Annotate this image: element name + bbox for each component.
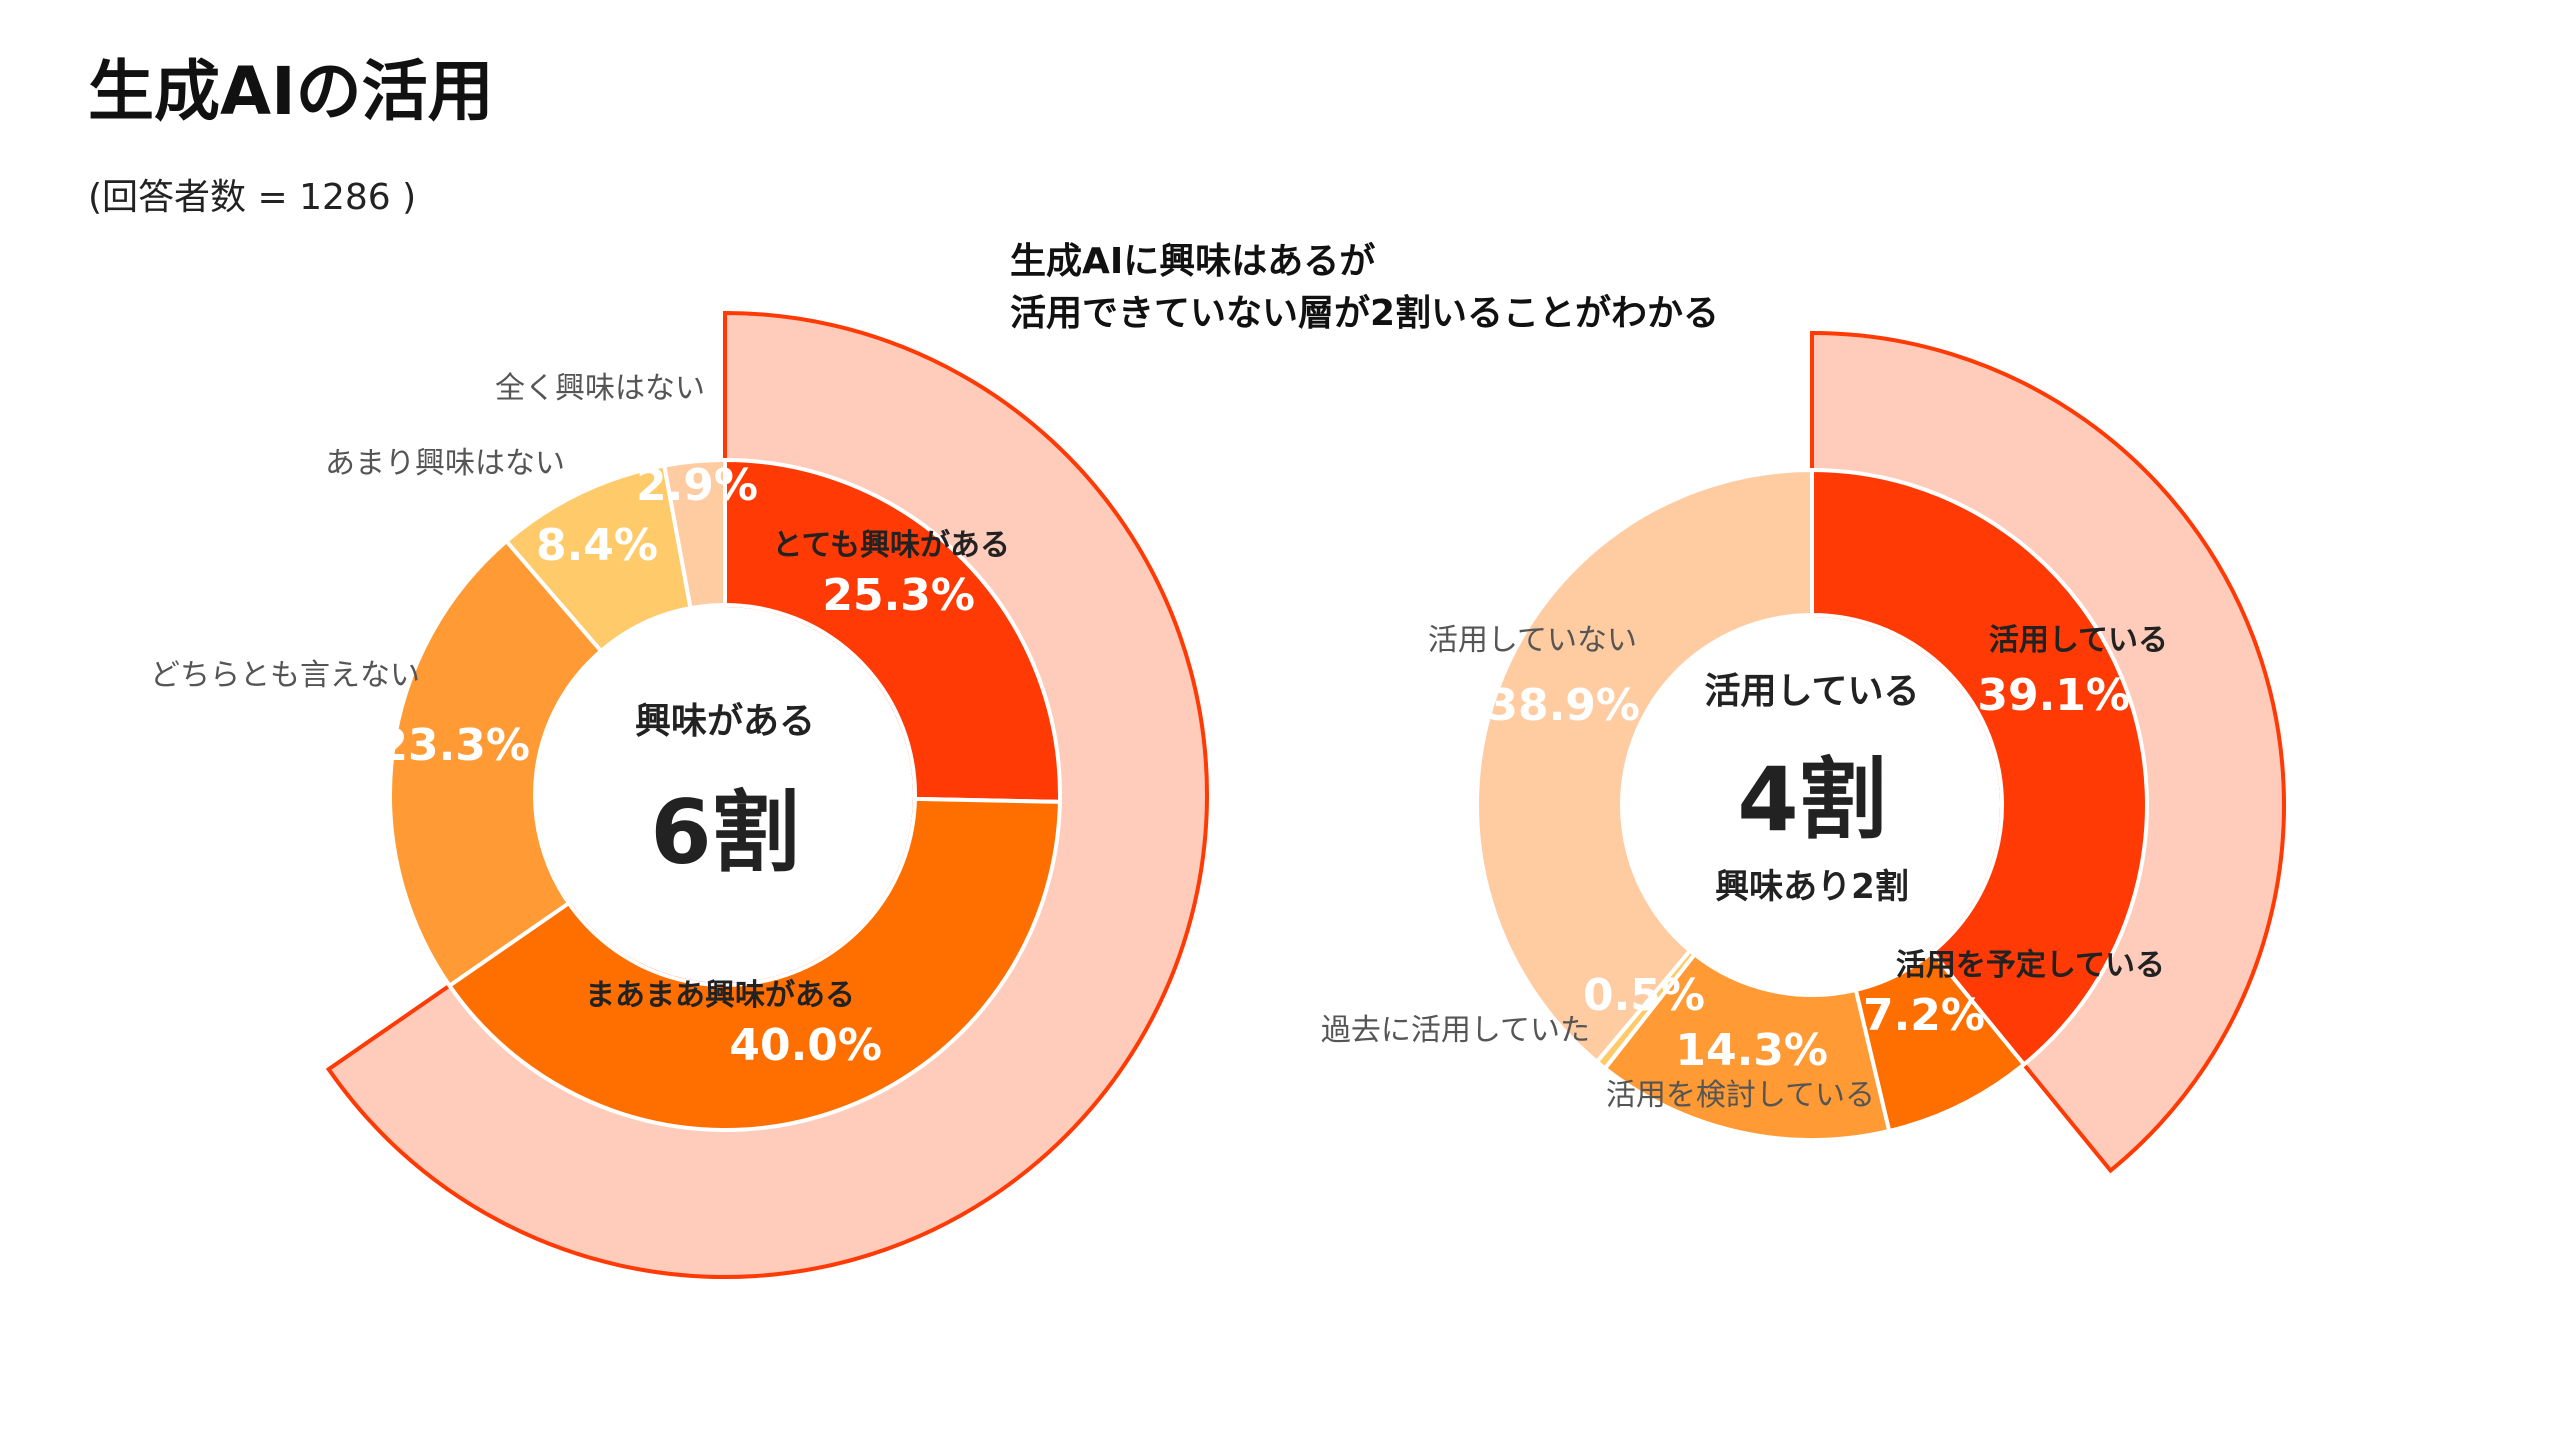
- headline-line-1: 生成AIに興味はあるが: [1010, 241, 1376, 282]
- interest-donut-chart: 興味がある 6割 とても興味がある 25.3% まあまあ興味がある 40.0% …: [150, 310, 1209, 1279]
- usage-center-note: 興味あり2割: [1715, 867, 1909, 907]
- usage-label-2: 活用を検討している: [1606, 1078, 1875, 1113]
- interest-center-value: 6割: [650, 781, 799, 884]
- usage-label-0: 活用している: [1989, 623, 2168, 658]
- usage-value-label-3: 0.5%: [1583, 970, 1705, 1021]
- usage-value-label-4: 38.9%: [1487, 680, 1640, 731]
- usage-donut-chart: 活用している 4割 興味あり2割 活用している 39.1% 活用を予定している …: [1321, 330, 2286, 1174]
- usage-center-value: 4割: [1737, 748, 1886, 851]
- page-title: 生成AIの活用: [88, 53, 494, 130]
- interest-label-3: あまり興味はない: [325, 446, 565, 481]
- interest-value-label-3: 8.4%: [536, 520, 658, 571]
- usage-label-1: 活用を予定している: [1896, 948, 2165, 983]
- usage-value-label-1: 7.2%: [1863, 990, 1985, 1041]
- interest-value-label-0: 25.3%: [822, 570, 975, 621]
- usage-label-3: 過去に活用していた: [1321, 1013, 1590, 1048]
- usage-center-label: 活用している: [1705, 671, 1920, 712]
- interest-center-label: 興味がある: [635, 701, 815, 742]
- interest-slice-4: [661, 457, 727, 611]
- headline-line-2: 活用できていない層が2割いることがわかる: [1010, 293, 1720, 335]
- interest-value-label-1: 40.0%: [729, 1020, 882, 1071]
- interest-slice-0: [723, 457, 1062, 804]
- usage-value-label-0: 39.1%: [1977, 670, 2130, 721]
- interest-value-label-4: 2.9%: [636, 460, 758, 511]
- respondent-count: (回答者数 = 1286 ): [88, 177, 417, 218]
- interest-value-label-2: 23.3%: [377, 720, 530, 771]
- interest-label-1: まあまあ興味がある: [585, 978, 855, 1013]
- interest-label-4: 全く興味はない: [495, 371, 705, 406]
- usage-slice-2: [1602, 951, 1892, 1142]
- interest-label-0: とても興味がある: [772, 528, 1010, 563]
- usage-slice-4: [1475, 467, 1814, 1065]
- usage-value-label-2: 14.3%: [1675, 1025, 1828, 1076]
- headline-annotation: 生成AIに興味はあるが 活用できていない層が2割いることがわかる: [1010, 236, 1719, 340]
- usage-label-4: 活用していない: [1428, 623, 1637, 658]
- usage-slice-0: [1810, 467, 2149, 1068]
- interest-slice-1: [446, 796, 1062, 1132]
- interest-slice-2: [388, 538, 604, 989]
- interest-label-2: どちらとも言えない: [150, 658, 420, 693]
